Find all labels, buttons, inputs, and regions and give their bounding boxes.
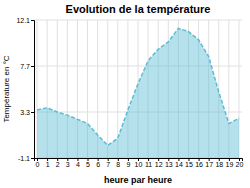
y-tick: 3.3: [20, 109, 34, 116]
x-tick: 15: [185, 158, 193, 168]
grid-line-x: [107, 20, 108, 158]
y-tick: 7.7: [20, 63, 34, 70]
y-tick-mark: [31, 112, 34, 113]
x-tick-label: 5: [86, 161, 90, 168]
x-tick-label: 18: [215, 161, 223, 168]
x-tick: 16: [195, 158, 203, 168]
plot: 01234567891011121314151617181920-1.13.37…: [16, 17, 243, 168]
x-tick-label: 4: [76, 161, 80, 168]
x-tick-label: 11: [145, 161, 152, 168]
x-tick: 9: [126, 158, 130, 168]
x-tick: 11: [145, 158, 152, 168]
x-tick: 0: [36, 158, 40, 168]
x-tick-label: 3: [66, 161, 70, 168]
marks: [37, 28, 239, 158]
x-tick: 8: [116, 158, 120, 168]
x-tick: 14: [175, 158, 183, 168]
x-tick-label: 10: [135, 161, 143, 168]
chart: 01234567891011121314151617181920-1.13.37…: [0, 0, 250, 188]
y-tick-label: 7.7: [20, 63, 30, 70]
x-tick: 13: [165, 158, 173, 168]
x-tick: 6: [96, 158, 100, 168]
x-tick-label: 12: [155, 161, 163, 168]
x-tick: 4: [76, 158, 80, 168]
y-axis-line: [31, 21, 35, 159]
x-tick: 7: [106, 158, 110, 168]
x-tick: 17: [205, 158, 213, 168]
x-tick: 19: [225, 158, 233, 168]
title: Evolution de la température: [66, 3, 211, 15]
y-tick-mark: [31, 158, 34, 159]
x-tick: 10: [135, 158, 143, 168]
x-tick-label: 8: [116, 161, 120, 168]
x-tick-label: 6: [96, 161, 100, 168]
x-tick-label: 19: [225, 161, 233, 168]
x-tick-label: 9: [126, 161, 130, 168]
area: [37, 28, 239, 158]
y-tick-mark: [31, 20, 34, 21]
x-tick-label: 20: [236, 161, 244, 168]
x-tick-label: 17: [205, 161, 213, 168]
x-axis: 01234567891011121314151617181920: [35, 158, 244, 168]
x-tick: 20: [236, 158, 244, 168]
y-tick-label: 12.1: [16, 17, 30, 24]
x-tick-label: 1: [46, 161, 50, 168]
x-tick-label: 0: [36, 161, 40, 168]
grid: [34, 20, 242, 158]
y-tick-label: 3.3: [20, 109, 30, 116]
y-tick-mark: [31, 66, 34, 67]
y-tick-label: -1.1: [18, 155, 30, 162]
y-axis-title: Température en °C: [2, 55, 11, 122]
x-tick: 2: [56, 158, 60, 168]
x-tick: 1: [46, 158, 50, 168]
x-tick-label: 14: [175, 161, 183, 168]
x-tick: 5: [86, 158, 90, 168]
line: [37, 28, 239, 145]
x-tick-label: 7: [106, 161, 110, 168]
y-axis: -1.1 3.3 7.7 12.1: [16, 17, 34, 162]
y-tick: 12.1: [16, 17, 34, 24]
x-tick-label: 2: [56, 161, 60, 168]
x-tick-label: 13: [165, 161, 173, 168]
x-tick: 18: [215, 158, 223, 168]
x-tick-label: 15: [185, 161, 193, 168]
x-tick: 3: [66, 158, 70, 168]
y-tick: -1.1: [18, 155, 34, 162]
x-axis-title: heure par heure: [104, 175, 172, 185]
x-tick-label: 16: [195, 161, 203, 168]
x-tick: 12: [155, 158, 163, 168]
